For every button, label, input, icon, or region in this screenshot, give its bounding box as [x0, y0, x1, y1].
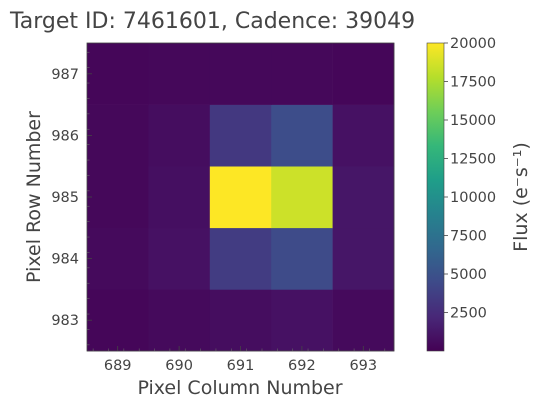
- colorbar-tick-label: 15000: [450, 113, 496, 129]
- x-axis-label: Pixel Column Number: [137, 377, 342, 399]
- colorbar-tick-label: 12500: [450, 152, 496, 168]
- heatmap-cell: [271, 227, 333, 290]
- heatmap-cell: [148, 289, 211, 352]
- heatmap-cell: [332, 227, 395, 290]
- heatmap-cell: [148, 43, 211, 105]
- y-tick-label: 984: [51, 252, 79, 268]
- x-axis-ticks: 689 690 691 692 693: [92, 346, 386, 374]
- heatmap-cell: [209, 104, 272, 167]
- y-tick-label: 983: [51, 313, 79, 329]
- x-tick-label: 693: [349, 358, 377, 374]
- y-axis-ticks: 983 984 985 986 987: [51, 51, 92, 346]
- heatmap-cell: [87, 104, 149, 167]
- heatmap-cell: [87, 289, 149, 352]
- heatmap-cell: [332, 289, 395, 352]
- x-tick-label: 689: [104, 358, 132, 374]
- colorbar-tick-label: 2500: [450, 306, 487, 322]
- heatmap-cell: [209, 289, 272, 352]
- colorbar-label: Flux (e⁻s⁻¹): [510, 142, 532, 252]
- heatmap-cell: [148, 104, 211, 167]
- x-tick-label: 690: [165, 358, 193, 374]
- heatmap-cell: [87, 227, 149, 290]
- y-axis-label: Pixel Row Number: [23, 111, 45, 283]
- colorbar-ticks: 2500 5000 7500 10000 12500 15000 17500 20000: [444, 36, 496, 322]
- heatmap-cell: [209, 43, 272, 105]
- heatmap-cell: [332, 104, 395, 167]
- heatmap-cell: [209, 227, 272, 290]
- colorbar-tick-label: 20000: [450, 36, 496, 52]
- x-tick-label: 692: [288, 358, 316, 374]
- y-tick-label: 985: [51, 190, 79, 206]
- colorbar-tick-label: 10000: [450, 190, 496, 206]
- heatmap-cell: [87, 43, 149, 105]
- heatmap-cell: [209, 166, 272, 229]
- y-tick-label: 987: [51, 67, 79, 83]
- colorbar-tick-label: 7500: [450, 229, 487, 245]
- colorbar: [426, 42, 445, 352]
- heatmap-cells: [87, 43, 395, 352]
- heatmap-cell: [148, 227, 211, 290]
- x-tick-label: 691: [227, 358, 255, 374]
- chart-title: Target ID: 7461601, Cadence: 39049: [9, 9, 415, 34]
- colorbar-tick-label: 17500: [450, 75, 496, 91]
- colorbar-tick-label: 5000: [450, 267, 487, 283]
- heatmap-cell: [332, 43, 395, 105]
- heatmap-cell: [271, 166, 333, 229]
- y-tick-label: 986: [51, 128, 79, 144]
- heatmap-cell: [332, 166, 395, 229]
- heatmap-cell: [271, 104, 333, 167]
- heatmap-cell: [271, 43, 333, 105]
- heatmap-cell: [148, 166, 211, 229]
- heatmap-cell: [87, 166, 149, 229]
- heatmap-cell: [271, 289, 333, 352]
